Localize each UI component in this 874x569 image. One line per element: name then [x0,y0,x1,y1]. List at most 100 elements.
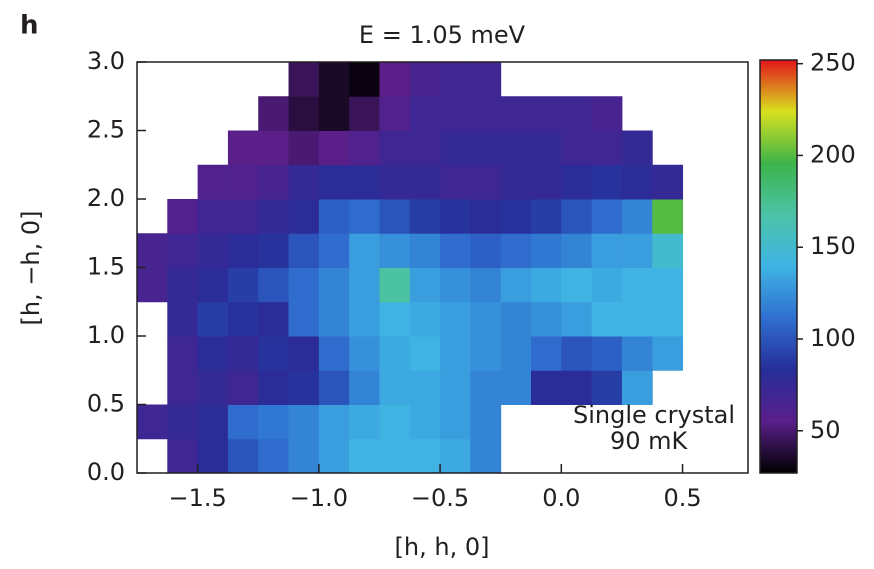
heatmap-cell [409,301,441,337]
heatmap-cell [470,267,502,303]
heatmap-cell [621,233,653,268]
heatmap-cell [167,267,199,303]
heatmap-cell [258,301,290,337]
heatmap-cell [227,130,259,166]
heatmap-cell [470,62,502,97]
heatmap-cell [591,96,623,131]
chart-title: E = 1.05 meV [359,21,526,49]
colorbar [759,59,798,474]
heatmap-cell [440,233,471,268]
heatmap-cell [530,301,562,337]
heatmap-cell [440,199,471,234]
heatmap-cell [288,233,320,268]
heatmap-cell [349,233,380,268]
heatmap-cell [621,370,653,405]
heatmap-cell [288,438,320,474]
heatmap-cell [288,199,320,234]
x-tick-label: −0.5 [411,484,469,512]
heatmap-cell [561,336,593,371]
heatmap-cell [349,62,380,97]
heatmap-cell [409,404,441,440]
heatmap-cell [409,438,441,474]
colorbar-tick-label: 100 [810,324,856,352]
heatmap-cell [470,130,502,166]
heatmap-cell [470,370,502,405]
heatmap-cell [409,233,441,268]
heatmap-cell [318,404,350,440]
heatmap-cell [561,233,593,268]
heatmap-cell [652,233,684,268]
heatmap-cell [440,130,471,166]
heatmap-cell [197,336,229,371]
heatmap-cell [440,301,471,337]
heatmap-cell [227,267,259,303]
heatmap-cell [652,164,684,200]
heatmap-cell [530,130,562,166]
heatmap-cell [318,164,350,200]
heatmap-cell [409,96,441,131]
x-tick-label: −1.5 [168,484,226,512]
heatmap-cell [379,438,411,474]
heatmap-cell [440,370,471,405]
heatmap-cell [470,96,502,131]
colorbar-tick-label: 250 [810,49,856,77]
heatmap-cell [530,164,562,200]
heatmap-cell [652,267,684,303]
heatmap-cell [561,199,593,234]
heatmap-cell [288,62,320,97]
heatmap-cell [137,267,168,303]
heatmap-cell [167,336,199,371]
heatmap-cell [137,233,168,268]
heatmap-cell [591,267,623,303]
heatmap-cell [227,370,259,405]
heatmap-cell [258,370,290,405]
heatmap-cell [318,336,350,371]
y-tick-label: 0.0 [87,458,125,486]
heatmap-cell [288,267,320,303]
heatmap-cell [137,404,168,440]
heatmap-cell [561,130,593,166]
heatmap-cell [591,233,623,268]
heatmap-cell [500,267,532,303]
heatmap-cell [561,370,593,405]
heatmap-cell [409,130,441,166]
heatmap-cell [288,301,320,337]
colorbar-tick-label: 50 [810,416,841,444]
heatmap-cell [561,301,593,337]
heatmap-cell [470,233,502,268]
heatmap-cell [591,164,623,200]
heatmap-cell [318,199,350,234]
heatmap-cell [561,164,593,200]
heatmap-cell [530,233,562,268]
heatmap-cell [288,336,320,371]
heatmap-cell [318,96,350,131]
heatmap-cell [379,233,411,268]
heatmap-cell [591,370,623,405]
heatmap-cell [288,404,320,440]
heatmap-cell [440,62,471,97]
heatmap-cell [440,438,471,474]
y-axis-label: [h, −h, 0] [17,210,45,325]
heatmap-cell [288,164,320,200]
heatmap [137,62,684,474]
x-tick-label: 0.5 [663,484,701,512]
heatmap-cell [258,96,290,131]
heatmap-cell [621,164,653,200]
heatmap-cell [349,96,380,131]
heatmap-cell [318,62,350,97]
heatmap-cell [652,199,684,234]
x-axis-label: [h, h, 0] [395,533,490,561]
heatmap-cell [197,199,229,234]
heatmap-cell [288,130,320,166]
annotation: Single crystal [573,401,735,429]
heatmap-cell [379,370,411,405]
heatmap-cell [530,96,562,131]
heatmap-cell [167,438,199,474]
heatmap-cell [197,438,229,474]
heatmap-cell [318,438,350,474]
heatmap-cell [409,336,441,371]
heatmap-cell [379,199,411,234]
heatmap-cell [318,233,350,268]
heatmap-cell [530,370,562,405]
